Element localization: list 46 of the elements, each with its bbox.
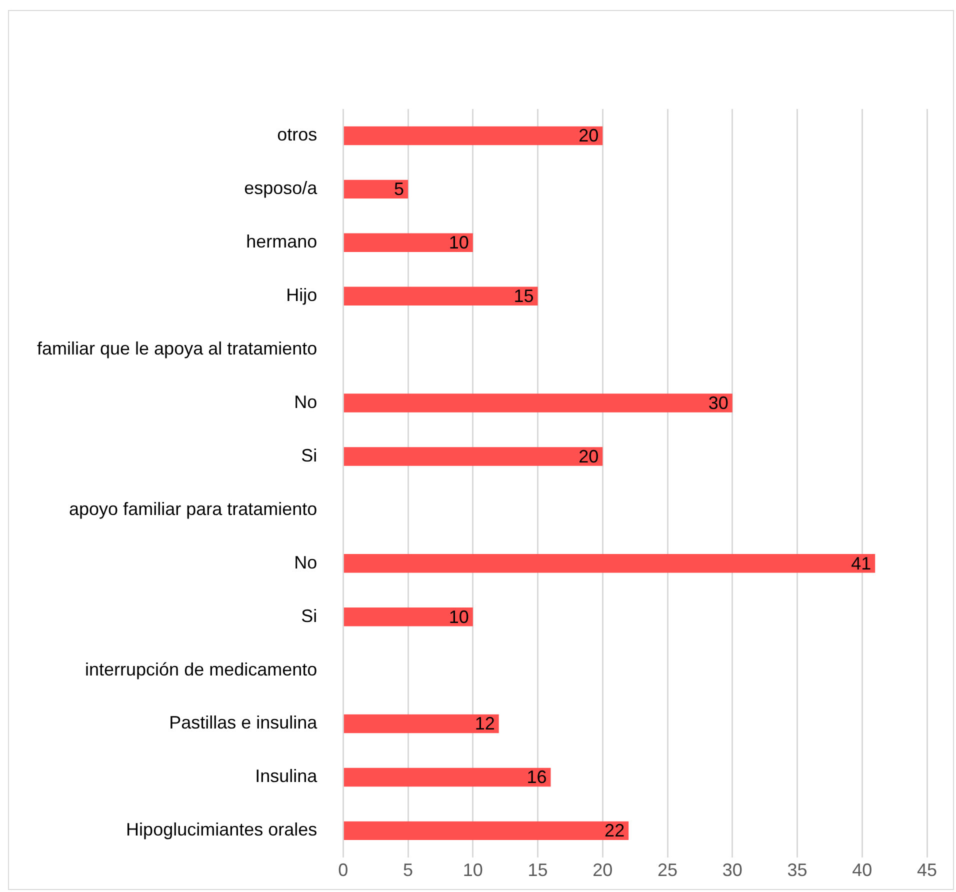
- y-tick-label: familiar que le apoya al tratamiento: [36, 338, 318, 359]
- data-label: 22: [604, 820, 625, 841]
- bar: [344, 233, 473, 252]
- x-tick-label: 0: [338, 860, 348, 880]
- bar: [344, 821, 629, 840]
- y-tick-label: Pastillas e insulina: [169, 712, 318, 733]
- bar: [344, 554, 876, 573]
- bar: [344, 714, 499, 734]
- data-label: 12: [474, 714, 495, 734]
- y-tick-label: interrupción de medicamento: [85, 659, 318, 680]
- bar: [344, 768, 551, 787]
- x-tick-label: 45: [916, 860, 938, 880]
- data-label: 16: [526, 767, 547, 788]
- y-tick-label: Hijo: [286, 285, 318, 306]
- x-tick-label: 20: [592, 860, 613, 880]
- y-tick-label: No: [294, 552, 318, 572]
- y-tick-label: Hipoglucimiantes orales: [126, 820, 318, 840]
- data-label: 10: [448, 232, 469, 253]
- data-label: 20: [578, 446, 599, 466]
- y-tick-label: Si: [301, 445, 318, 466]
- data-label: 15: [514, 286, 534, 306]
- y-tick-label: otros: [277, 124, 318, 145]
- x-tick-label: 40: [852, 860, 872, 880]
- y-tick-label: apoyo familiar para tratamiento: [69, 498, 318, 519]
- y-tick-label: Insulina: [255, 766, 318, 786]
- bar: [344, 180, 408, 199]
- bar: [344, 394, 732, 412]
- x-tick-label: 35: [787, 860, 808, 880]
- x-tick-label: 5: [403, 860, 414, 880]
- y-tick-label: Si: [301, 606, 318, 626]
- data-label: 30: [708, 392, 728, 413]
- x-tick-label: 10: [462, 860, 483, 880]
- x-tick-label: 15: [528, 860, 548, 880]
- bar: [344, 126, 603, 146]
- bar: [344, 447, 603, 466]
- data-label: 5: [394, 179, 404, 200]
- data-label: 41: [851, 553, 872, 574]
- y-tick-label: hermano: [246, 232, 318, 252]
- data-label: 20: [578, 126, 599, 146]
- x-tick-label: 30: [722, 860, 742, 880]
- x-tick-label: 25: [657, 860, 678, 880]
- y-tick-label: esposo/a: [244, 178, 318, 198]
- bar: [344, 286, 538, 306]
- bar: [344, 607, 473, 626]
- data-label: 10: [448, 606, 469, 627]
- y-tick-label: No: [294, 392, 318, 412]
